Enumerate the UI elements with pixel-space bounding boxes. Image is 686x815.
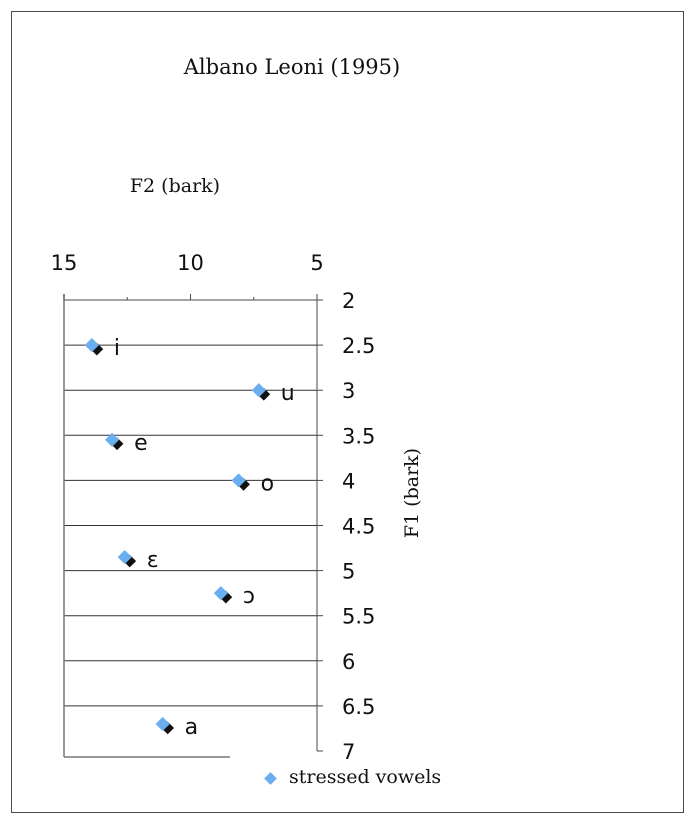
gridlines	[64, 344, 317, 707]
y-tick-label: 3	[342, 379, 355, 403]
y-tick-label: 2.5	[342, 334, 375, 358]
data-point-label: u	[281, 381, 295, 406]
y-tick-label: 4	[342, 469, 355, 493]
data-point-label: e	[134, 431, 148, 456]
x-axis-ticks: 15 10 5	[51, 251, 324, 300]
y-tick-label: 2	[342, 289, 355, 313]
data-point-label: ɛ	[147, 548, 159, 573]
legend-marker	[264, 772, 277, 785]
y-axis-ticks: 2 2.5 3 3.5 4 4.5 5 5.5 6 6.5 7	[317, 289, 375, 764]
y-tick-label: 4.5	[342, 515, 375, 539]
x-tick-label: 15	[51, 251, 78, 275]
legend-label: stressed vowels	[289, 766, 441, 788]
chart-title: Albano Leoni (1995)	[183, 55, 400, 79]
chart-canvas: Albano Leoni (1995) F2 (bark) F1 (bark) …	[51, 55, 442, 788]
data-point-label: a	[185, 715, 198, 740]
data-point	[231, 473, 246, 488]
y-tick-label: 3.5	[342, 424, 375, 448]
data-point-label: i	[114, 336, 120, 361]
data-points: i u e o ɛ ɔ a	[84, 336, 295, 740]
legend: stressed vowels	[264, 766, 441, 788]
data-point	[251, 383, 266, 398]
data-point	[104, 432, 120, 447]
y-axis-title: F1 (bark)	[401, 448, 423, 538]
x-tick-label: 5	[310, 251, 323, 275]
data-point-label: ɔ	[243, 584, 255, 609]
y-tick-label: 6.5	[342, 695, 375, 719]
data-point	[84, 338, 99, 353]
y-tick-label: 5	[342, 560, 355, 584]
data-point	[117, 549, 132, 565]
x-axis-title: F2 (bark)	[130, 175, 220, 197]
axes	[63, 294, 318, 758]
y-tick-label: 7	[342, 740, 355, 764]
data-point	[155, 716, 170, 732]
y-tick-label: 6	[342, 650, 355, 674]
x-tick-label: 10	[177, 251, 204, 275]
data-point-label: o	[261, 471, 274, 496]
data-point	[213, 586, 228, 601]
y-tick-label: 5.5	[342, 605, 375, 629]
chart-frame: Albano Leoni (1995) F2 (bark) F1 (bark) …	[11, 11, 684, 813]
